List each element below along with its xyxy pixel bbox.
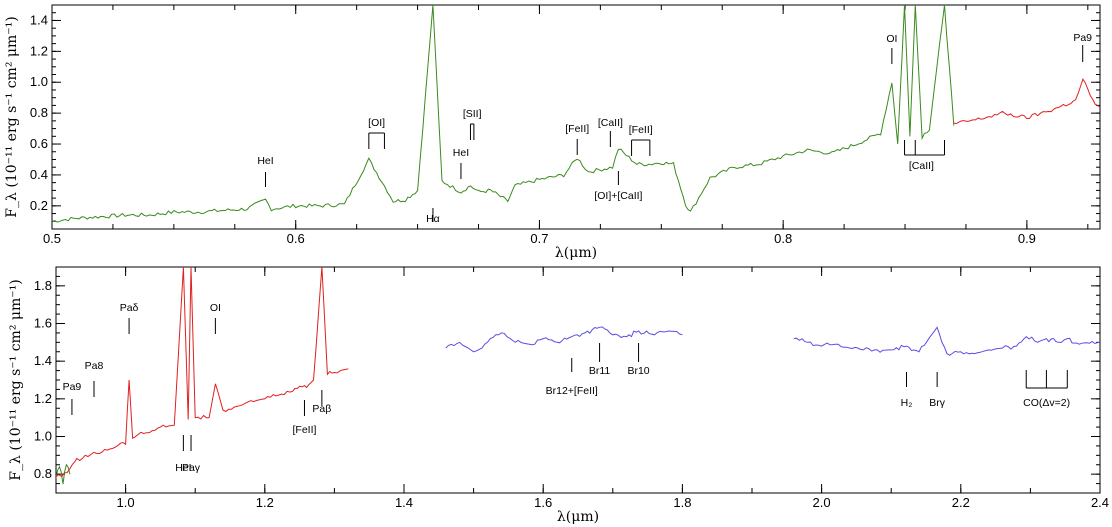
series-line	[953, 78, 1100, 125]
y-axis-label: F_λ (10⁻¹¹ erg s⁻¹ cm² μm⁻¹)	[4, 16, 20, 217]
annotation-label: Paδ	[120, 302, 139, 314]
line-annotation: Pa8	[85, 360, 104, 397]
y-tick-label: 0.4	[30, 167, 48, 182]
y-tick-label: 0.8	[30, 105, 48, 120]
line-annotation: Pa9	[63, 381, 82, 415]
series-line	[793, 326, 1100, 356]
annotation-label: Pa8	[85, 360, 104, 372]
x-tick-label: 0.8	[774, 231, 792, 246]
y-tick-label: 1.2	[34, 391, 52, 406]
x-tick-label: 1.6	[534, 495, 552, 510]
annotation-label: Brγ	[929, 397, 946, 409]
y-tick-label: 1.2	[30, 43, 48, 58]
x-axis-label: λ(μm)	[555, 245, 597, 261]
x-tick-label: 0.9	[1018, 231, 1036, 246]
annotation-label: [FeII]	[293, 424, 317, 436]
annotation-label: OI	[886, 33, 897, 45]
annotation-label: HeI	[257, 155, 273, 167]
annotation-label: Br12+[FeII]	[546, 385, 598, 397]
line-annotation: [FeII]	[565, 123, 589, 155]
series-line	[56, 267, 349, 478]
y-tick-label: 1.4	[34, 353, 52, 368]
x-axis-label: λ(μm)	[557, 509, 599, 525]
line-annotation: Br11	[589, 343, 611, 377]
line-annotation: [FeII]	[293, 400, 317, 436]
line-annotation: Paγ	[182, 435, 201, 474]
annotation-label: [OI]+[CaII]	[594, 190, 642, 202]
line-annotation: Paδ	[120, 302, 139, 334]
annotation-label: Hα	[426, 213, 440, 225]
line-annotation: H₂	[901, 372, 913, 409]
line-annotation: HeI	[175, 435, 192, 474]
annotation-label: OI	[210, 302, 221, 314]
x-tick-label: 2.4	[1091, 495, 1109, 510]
annotation-label: [OI]	[368, 117, 385, 129]
line-annotation: Br12+[FeII]	[546, 358, 598, 397]
y-tick-label: 1.6	[34, 316, 52, 331]
line-annotation: [FeII]	[629, 124, 653, 156]
y-tick-label: 1.4	[30, 12, 48, 27]
line-annotation: OI	[886, 33, 897, 64]
line-annotation: Pa9	[1073, 32, 1092, 62]
annotation-label: [FeII]	[565, 123, 589, 135]
annotation-label: H₂	[901, 397, 913, 409]
series-line	[52, 5, 955, 223]
annotation-label: Paγ	[182, 462, 201, 474]
annotation-label: CO(Δv=2)	[1023, 397, 1070, 409]
annotation-label: HeI	[175, 462, 191, 474]
series-line	[445, 326, 683, 353]
annotation-label: [CaII]	[598, 117, 623, 129]
plot-frame	[51, 4, 1101, 230]
y-tick-label: 0.8	[34, 466, 52, 481]
line-annotation: HeI	[257, 155, 274, 187]
x-tick-label: 1.4	[395, 495, 413, 510]
line-annotation: OI	[210, 302, 221, 334]
annotation-label: [SII]	[463, 108, 482, 120]
y-tick-label: 0.2	[30, 198, 48, 213]
line-annotation: [OI]+[CaII]	[594, 171, 643, 202]
x-tick-label: 1.2	[256, 495, 274, 510]
line-annotation: [CaII]	[904, 140, 946, 172]
bottom-panel: 1.0 1.2 1.4 1.6 1.8 2.0 2.2 2.4 0.8 1.0 1.2 1.4 1.6 1…	[8, 266, 1109, 525]
annotation-label: [FeII]	[629, 124, 653, 136]
y-axis-label: F_λ (10⁻¹¹ erg s⁻¹ cm² μm⁻¹)	[8, 279, 24, 480]
x-tick-label: 1.0	[117, 495, 135, 510]
annotation-label: Paβ	[312, 403, 331, 415]
line-annotation: [SII]	[463, 108, 482, 140]
series-line	[56, 463, 71, 485]
x-tick-label: 0.6	[287, 231, 305, 246]
series-group	[56, 267, 1100, 485]
y-tick-label: 0.6	[30, 136, 48, 151]
plot-frame	[55, 266, 1101, 494]
x-tick-label: 2.2	[952, 495, 970, 510]
series-group	[52, 5, 1100, 223]
line-annotation: HeI	[453, 147, 469, 179]
line-annotation: Brγ	[929, 372, 946, 409]
line-annotation: [OI]	[368, 117, 385, 149]
line-annotation: Hα	[426, 208, 440, 225]
x-tick-label: 0.7	[530, 231, 548, 246]
line-annotation: Br10	[627, 343, 650, 377]
annotation-label: Br11	[589, 365, 611, 377]
annotation-label: Pa9	[1073, 32, 1092, 44]
annotation-label: Br10	[627, 365, 649, 377]
annotation-label: Pa9	[63, 381, 82, 393]
line-annotation: [CaII]	[598, 117, 623, 147]
annotation-label: HeI	[453, 147, 469, 159]
annotation-label: [CaII]	[909, 160, 934, 172]
top-panel: 0.5 0.6 0.7 0.8 0.9 0.2 0.4 0.6 0.8 1.0 1.2 1.4 λ(μm…	[4, 4, 1101, 261]
x-tick-label: 1.8	[673, 495, 691, 510]
x-tick-label: 2.0	[813, 495, 831, 510]
y-tick-label: 1.0	[34, 429, 52, 444]
y-tick-label: 1.0	[30, 74, 48, 89]
x-tick-label: 0.5	[43, 231, 61, 246]
line-annotation: CO(Δv=2)	[1023, 370, 1070, 409]
y-tick-label: 1.8	[34, 278, 52, 293]
line-annotation: Paβ	[312, 390, 331, 415]
